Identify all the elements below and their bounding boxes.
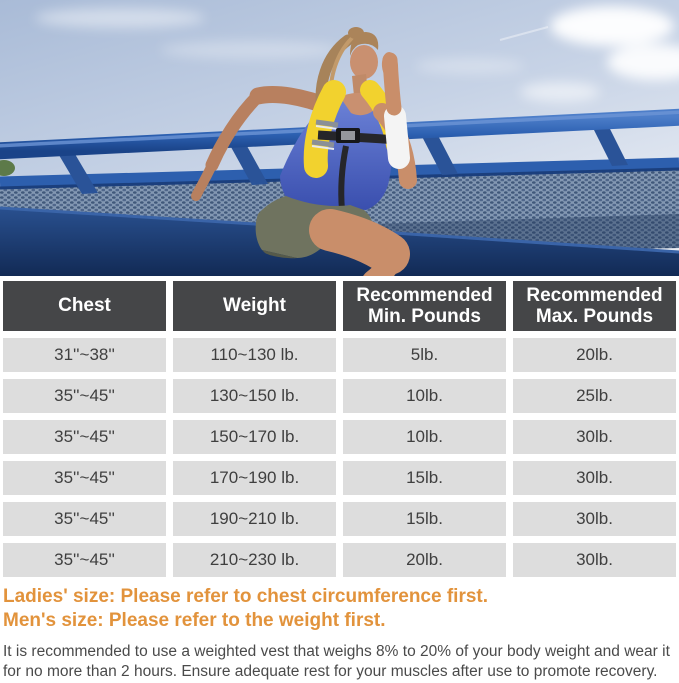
size-chart-table: Chest Weight Recommended Min. Pounds Rec… [3, 281, 676, 577]
chest-cell: 35''~45'' [3, 543, 166, 577]
wristband [384, 105, 410, 169]
runner-woman [191, 27, 417, 276]
max-pounds-cell: 25lb. [513, 379, 676, 413]
header-chest: Chest [3, 281, 166, 331]
header-max-pounds: Recommended Max. Pounds [513, 281, 676, 331]
chest-cell: 35''~45'' [3, 379, 166, 413]
min-pounds-cell: 5lb. [343, 338, 506, 372]
chest-cell: 35''~45'' [3, 461, 166, 495]
max-pounds-cell: 20lb. [513, 338, 676, 372]
min-pounds-cell: 15lb. [343, 461, 506, 495]
min-pounds-cell: 10lb. [343, 420, 506, 454]
header-weight: Weight [173, 281, 336, 331]
size-chart-rows: 31''~38'' 110~130 lb. 5lb. 20lb. 35''~45… [3, 338, 676, 577]
min-pounds-cell: 20lb. [343, 543, 506, 577]
max-pounds-cell: 30lb. [513, 420, 676, 454]
clouds [35, 6, 679, 102]
bush [0, 160, 15, 176]
usage-guideline: It is recommended to use a weighted vest… [3, 642, 670, 681]
mens-size-note: Men's size: Please refer to the weight f… [3, 610, 386, 632]
min-pounds-cell: 15lb. [343, 502, 506, 536]
size-chart-header: Chest Weight Recommended Min. Pounds Rec… [3, 281, 676, 331]
sizing-notes: Ladies' size: Please refer to chest circ… [3, 585, 676, 683]
weight-cell: 130~150 lb. [173, 379, 336, 413]
runner-on-bridge-illustration [0, 0, 679, 276]
weight-cell: 170~190 lb. [173, 461, 336, 495]
chest-cell: 35''~45'' [3, 420, 166, 454]
weight-cell: 150~170 lb. [173, 420, 336, 454]
chest-cell: 31''~38'' [3, 338, 166, 372]
ladies-size-note: Ladies' size: Please refer to chest circ… [3, 586, 489, 607]
max-pounds-cell: 30lb. [513, 502, 676, 536]
weight-cell: 190~210 lb. [173, 502, 336, 536]
max-pounds-cell: 30lb. [513, 461, 676, 495]
max-pounds-cell: 30lb. [513, 543, 676, 577]
min-pounds-cell: 10lb. [343, 379, 506, 413]
header-min-pounds: Recommended Min. Pounds [343, 281, 506, 331]
hero-photo [0, 0, 679, 276]
weight-cell: 110~130 lb. [173, 338, 336, 372]
chest-cell: 35''~45'' [3, 502, 166, 536]
weight-cell: 210~230 lb. [173, 543, 336, 577]
